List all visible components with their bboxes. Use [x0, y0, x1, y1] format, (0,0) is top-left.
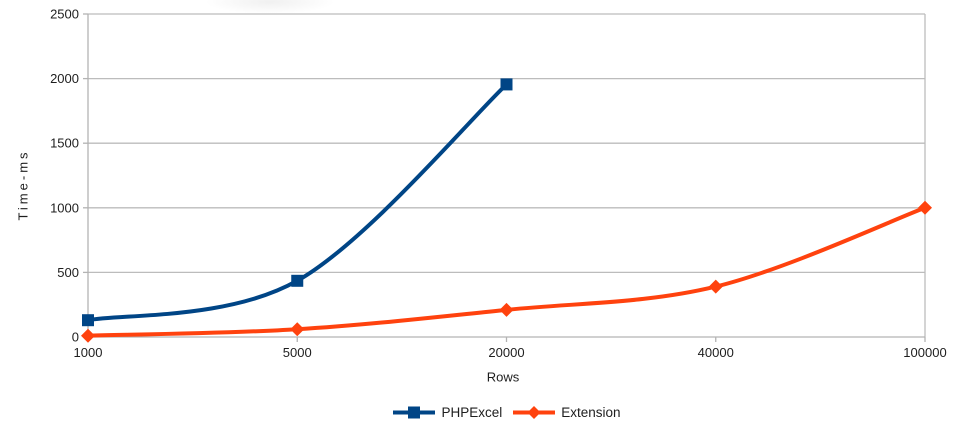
legend-item-phpexcel: PHPExcel	[392, 405, 502, 420]
y-tick-label: 500	[57, 265, 79, 280]
data-point-extension	[708, 279, 723, 294]
x-tick-label: 5000	[283, 345, 312, 360]
legend-label-extension: Extension	[561, 404, 621, 420]
chart-legend: PHPExcel Extension	[88, 403, 925, 421]
x-tick-label: 100000	[903, 345, 946, 360]
y-tick-label: 1000	[50, 200, 79, 215]
diamond-marker-icon	[527, 405, 541, 419]
y-tick-label: 2000	[50, 71, 79, 86]
data-point-extension	[290, 322, 305, 337]
data-point-phpexcel	[82, 314, 94, 327]
x-tick-label: 1000	[74, 345, 103, 360]
y-tick-label: 1500	[50, 136, 79, 151]
data-point-extension	[81, 328, 95, 343]
y-tick-label: 0	[72, 330, 79, 345]
extension-series-swatch-icon	[513, 405, 556, 419]
data-point-phpexcel	[500, 78, 513, 91]
x-tick-label: 20000	[488, 345, 524, 360]
series-line-phpexcel	[86, 82, 509, 323]
x-axis-title: Rows	[486, 369, 520, 385]
x-tick-label: 40000	[698, 345, 734, 360]
data-point-phpexcel	[291, 274, 304, 287]
data-point-extension	[499, 302, 514, 317]
y-axis-title: Time-ms	[15, 149, 31, 221]
data-point-extension	[918, 200, 932, 215]
legend-label-phpexcel: PHPExcel	[441, 404, 503, 420]
phpexcel-series-swatch-icon	[393, 406, 436, 418]
legend-item-extension: Extension	[512, 404, 621, 420]
y-tick-label: 2500	[50, 7, 79, 22]
square-marker-icon	[408, 406, 421, 418]
